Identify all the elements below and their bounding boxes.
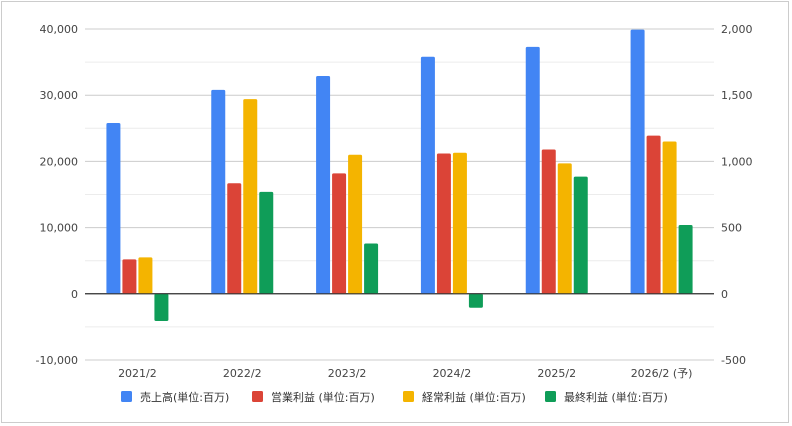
legend-label: 経常利益 (単位:百万) <box>422 390 526 404</box>
legend-swatch <box>403 391 414 402</box>
bar-3-4[interactable] <box>573 176 588 294</box>
x-category-label: 2022/2 <box>223 367 262 380</box>
bar-1-2[interactable] <box>332 173 347 294</box>
right-axis-ticks: 2,000 1,500 1,000 500 0 -500 <box>721 23 753 367</box>
y-right-tick-label: -500 <box>721 354 746 367</box>
bar-1-0[interactable] <box>122 259 137 294</box>
legend-label: 売上高(単位:百万) <box>140 390 229 404</box>
legend-swatch <box>252 391 263 402</box>
bars <box>85 29 714 321</box>
x-category-label: 2021/2 <box>118 367 157 380</box>
y-right-tick-label: 0 <box>721 288 728 301</box>
y-left-tick-label: 30,000 <box>40 89 79 102</box>
bar-3-1[interactable] <box>259 191 274 294</box>
left-axis-ticks: 40,000 30,000 20,000 10,000 0 -10,000 <box>36 23 78 367</box>
legend-swatch <box>121 391 132 402</box>
bar-2-0[interactable] <box>138 257 153 294</box>
bar-0-0[interactable] <box>106 123 121 294</box>
y-left-tick-label: 0 <box>71 288 78 301</box>
legend-swatch <box>545 391 556 402</box>
bar-1-3[interactable] <box>436 153 451 294</box>
bar-3-3[interactable] <box>468 293 483 308</box>
x-category-label: 2025/2 <box>537 367 576 380</box>
bar-0-5[interactable] <box>630 29 645 294</box>
bar-0-4[interactable] <box>525 46 540 294</box>
legend-label: 営業利益 (単位:百万) <box>271 390 375 404</box>
bar-2-1[interactable] <box>243 99 258 294</box>
y-left-tick-label: 40,000 <box>40 23 79 36</box>
bar-0-3[interactable] <box>420 56 435 294</box>
y-left-tick-label: 10,000 <box>40 222 79 235</box>
y-right-tick-label: 2,000 <box>721 23 753 36</box>
bar-0-2[interactable] <box>316 76 331 294</box>
bar-1-5[interactable] <box>646 135 661 294</box>
bar-2-2[interactable] <box>348 154 363 294</box>
bar-2-3[interactable] <box>452 152 467 294</box>
x-category-label: 2023/2 <box>328 367 367 380</box>
bar-1-4[interactable] <box>541 149 556 294</box>
bar-3-0[interactable] <box>154 293 169 321</box>
category-labels: 2021/2 2022/2 2023/2 2024/2 2025/2 2026/2 (予) <box>118 367 692 380</box>
y-left-tick-label: -10,000 <box>36 354 78 367</box>
legend-label: 最終利益 (単位:百万) <box>564 390 668 404</box>
gridlines <box>85 28 714 361</box>
x-category-label: 2026/2 (予) <box>631 367 693 380</box>
y-right-tick-label: 1,000 <box>721 155 753 168</box>
bar-3-2[interactable] <box>364 243 379 294</box>
bar-2-4[interactable] <box>557 163 572 294</box>
x-category-label: 2024/2 <box>433 367 472 380</box>
legend: 売上高(単位:百万) 営業利益 (単位:百万) 経常利益 (単位:百万) 最終利益 (… <box>121 390 668 404</box>
bar-2-5[interactable] <box>662 141 677 294</box>
bar-chart: 40,000 30,000 20,000 10,000 0 -10,000 2,000 1,… <box>36 23 753 404</box>
bar-0-1[interactable] <box>211 89 226 294</box>
y-right-tick-label: 1,500 <box>721 89 753 102</box>
bar-1-1[interactable] <box>227 183 242 294</box>
y-left-tick-label: 20,000 <box>40 155 79 168</box>
bar-3-5[interactable] <box>678 224 693 294</box>
y-right-tick-label: 500 <box>721 222 742 235</box>
